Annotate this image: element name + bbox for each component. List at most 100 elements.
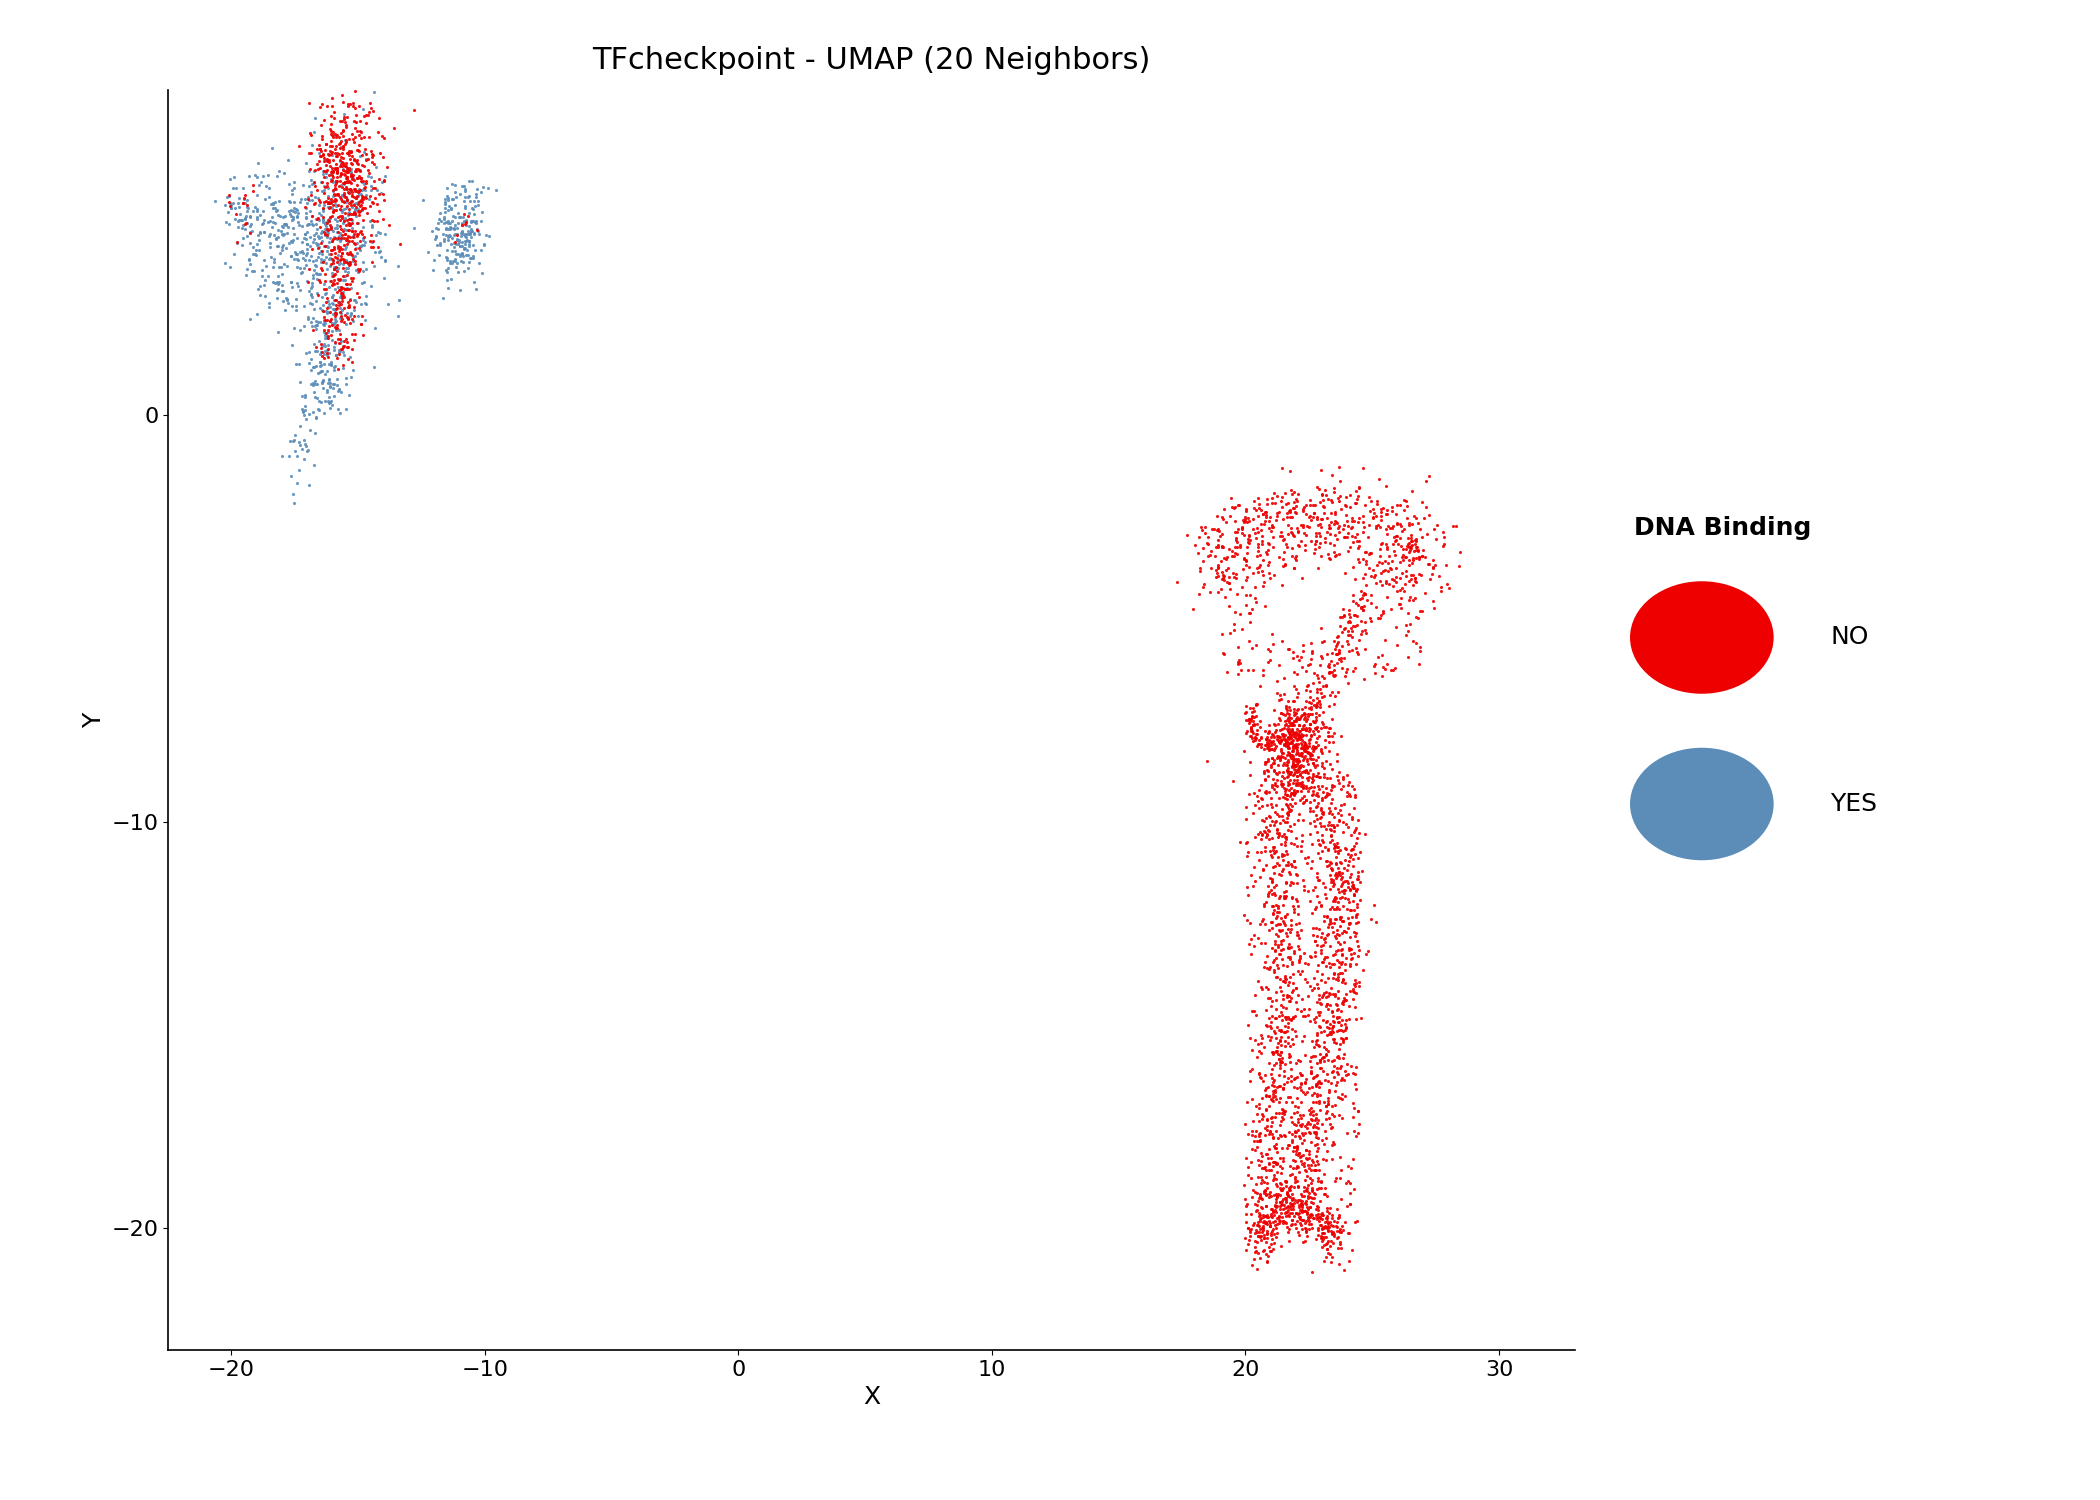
Point <box>1254 1214 1287 1237</box>
Point <box>1279 500 1312 523</box>
Point <box>1359 652 1392 676</box>
Point <box>1281 808 1315 832</box>
Point <box>1289 735 1323 759</box>
Point <box>1304 990 1338 1014</box>
Point <box>1306 909 1340 933</box>
Point <box>1348 540 1382 564</box>
Point <box>1317 1131 1350 1155</box>
Point <box>269 213 302 237</box>
Point <box>1298 537 1331 561</box>
Point <box>338 80 372 104</box>
Point <box>1315 818 1348 842</box>
Point <box>1340 488 1373 512</box>
Point <box>1283 1204 1317 1228</box>
Point <box>296 213 330 237</box>
Point <box>1250 750 1283 774</box>
Point <box>1296 1098 1329 1122</box>
Point <box>1266 682 1300 706</box>
Point <box>1256 795 1289 819</box>
Point <box>235 260 269 284</box>
Point <box>1386 537 1420 561</box>
Point <box>1334 936 1367 960</box>
Point <box>336 128 370 152</box>
Point <box>1308 1119 1342 1143</box>
Point <box>1279 663 1312 687</box>
Point <box>1277 978 1310 1002</box>
Point <box>355 177 388 201</box>
Point <box>294 204 328 228</box>
Point <box>1241 1220 1275 1244</box>
Point <box>1306 712 1340 736</box>
Point <box>1260 821 1294 844</box>
Point <box>1262 1019 1296 1042</box>
Point <box>323 267 357 291</box>
Point <box>1287 738 1321 762</box>
Point <box>441 216 475 240</box>
Point <box>334 160 367 184</box>
Point <box>1281 732 1315 756</box>
Point <box>1300 694 1334 718</box>
Point <box>1285 1216 1319 1240</box>
Point <box>1275 1192 1308 1216</box>
Point <box>1321 748 1355 772</box>
Point <box>1306 1206 1340 1230</box>
Point <box>332 141 365 165</box>
Point <box>1329 1016 1363 1040</box>
Point <box>1270 1220 1304 1244</box>
Point <box>328 118 361 142</box>
Point <box>1321 765 1355 789</box>
Point <box>1287 790 1321 814</box>
Point <box>1228 1112 1262 1136</box>
Point <box>1256 960 1289 984</box>
Point <box>1260 894 1294 918</box>
Point <box>1323 849 1357 873</box>
Point <box>1331 1168 1365 1192</box>
Point <box>1256 855 1289 879</box>
Point <box>1317 874 1350 898</box>
Point <box>1277 1185 1310 1209</box>
Point <box>1296 1104 1329 1128</box>
Point <box>1289 740 1323 764</box>
Point <box>1336 530 1369 554</box>
Point <box>1285 1131 1319 1155</box>
Point <box>298 309 332 333</box>
Point <box>1273 732 1306 756</box>
Point <box>1319 888 1352 912</box>
Point <box>338 147 372 171</box>
Point <box>1287 1208 1321 1231</box>
Point <box>1283 771 1317 795</box>
Point <box>1317 886 1350 910</box>
Point <box>1277 555 1310 579</box>
Point <box>338 327 372 351</box>
Point <box>1289 1224 1323 1248</box>
Point <box>321 252 355 276</box>
Point <box>1294 742 1327 766</box>
Point <box>447 204 481 228</box>
Point <box>342 138 376 162</box>
Point <box>326 242 359 266</box>
Point <box>1392 526 1426 550</box>
Point <box>1342 1112 1376 1136</box>
Point <box>1340 522 1373 546</box>
Point <box>326 198 359 222</box>
Point <box>1373 556 1407 580</box>
Point <box>1231 843 1264 867</box>
Point <box>1365 550 1399 574</box>
Point <box>302 150 336 174</box>
Point <box>1302 976 1336 1000</box>
Point <box>1287 496 1321 520</box>
Point <box>1281 758 1315 782</box>
Point <box>1321 486 1355 510</box>
Point <box>1273 1203 1306 1227</box>
Point <box>1256 1074 1289 1098</box>
Point <box>1300 530 1334 554</box>
Point <box>1289 538 1323 562</box>
Point <box>1270 1184 1304 1208</box>
Point <box>1292 780 1325 804</box>
Point <box>1250 726 1283 750</box>
Point <box>1312 693 1346 717</box>
Point <box>1277 900 1310 924</box>
Point <box>340 200 374 223</box>
Point <box>1310 1070 1344 1094</box>
Point <box>1195 556 1228 580</box>
